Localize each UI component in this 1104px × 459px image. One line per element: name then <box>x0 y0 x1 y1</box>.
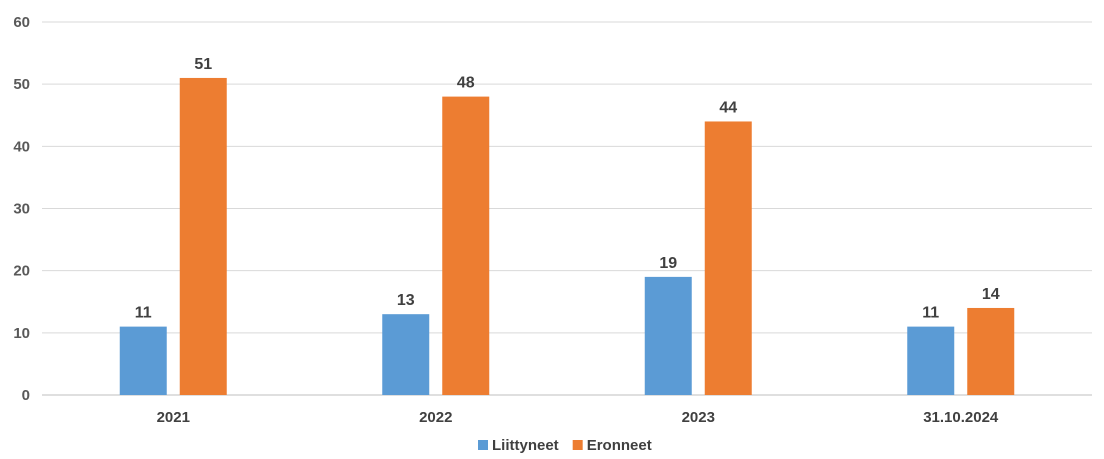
bar-eronneet-3 <box>967 307 1015 395</box>
data-label: 13 <box>397 292 415 309</box>
bar-liittyneet-3 <box>907 326 955 395</box>
legend-swatch <box>572 440 583 450</box>
bar-eronneet-0 <box>179 77 227 395</box>
x-axis: 2021 2022 2023 31.10.2024 <box>157 409 999 426</box>
data-label: 19 <box>659 255 677 272</box>
legend-label: Eronneet <box>587 437 652 454</box>
x-tick-label: 2021 <box>157 409 190 426</box>
y-tick-label: 30 <box>13 201 30 218</box>
bar-liittyneet-0 <box>119 326 167 395</box>
bar-eronneet-1 <box>442 96 490 395</box>
legend-label: Liittyneet <box>492 437 559 454</box>
data-label: 14 <box>982 286 1000 303</box>
bars <box>119 77 1015 395</box>
legend: Liittyneet Eronneet <box>478 437 652 454</box>
y-tick-label: 40 <box>13 138 30 155</box>
x-tick-label: 2023 <box>682 409 715 426</box>
x-tick-label: 31.10.2024 <box>923 409 999 426</box>
x-tick-label: 2022 <box>419 409 452 426</box>
legend-swatch <box>478 440 488 450</box>
y-axis: 0 10 20 30 40 50 60 <box>13 14 30 404</box>
y-tick-label: 10 <box>13 325 30 342</box>
data-label: 11 <box>135 305 152 322</box>
data-label: 48 <box>457 75 475 92</box>
bar-liittyneet-2 <box>644 276 692 395</box>
data-label: 51 <box>194 56 212 73</box>
data-label: 11 <box>922 305 939 322</box>
y-tick-label: 20 <box>13 263 30 280</box>
data-label: 44 <box>719 99 737 116</box>
bar-liittyneet-1 <box>382 314 430 395</box>
bar-eronneet-2 <box>704 121 752 395</box>
y-tick-label: 60 <box>13 14 30 31</box>
y-tick-label: 50 <box>13 76 30 93</box>
y-tick-label: 0 <box>22 387 30 404</box>
data-labels: 11 51 13 48 19 44 11 14 <box>135 56 1000 322</box>
